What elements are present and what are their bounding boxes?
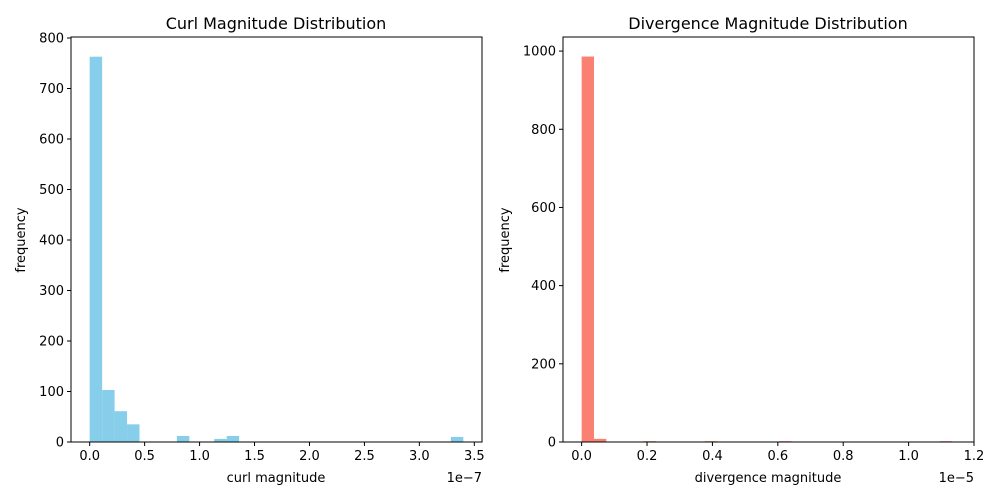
curl-x-tick-label: 3.5	[464, 449, 485, 464]
curl-bar	[214, 438, 227, 442]
curl-bar	[89, 56, 103, 442]
divergence-x-offset-text: 1e−5	[939, 471, 974, 486]
divergence-y-tick-label: 400	[531, 279, 556, 294]
curl-x-axis-label: curl magnitude	[227, 471, 326, 486]
divergence-x-tick-label: 0.2	[637, 449, 658, 464]
curl-x-tick-label: 2.5	[354, 449, 375, 464]
curl-bar	[226, 435, 240, 442]
curl-x-offset-text: 1e−7	[447, 471, 482, 486]
divergence-y-tick-label: 600	[531, 201, 556, 216]
curl-axes-frame	[70, 36, 483, 443]
curl-x-tick-label: 1.0	[189, 449, 210, 464]
curl-y-tick-label: 200	[39, 335, 64, 350]
curl-x-tick-label: 0.5	[134, 449, 155, 464]
curl-x-tick-label: 3.0	[409, 449, 430, 464]
curl-y-tick-label: 400	[39, 234, 64, 249]
divergence-chart: Divergence Magnitude Distribution 0.0 0.2…	[498, 14, 984, 486]
curl-y-tick-label: 300	[39, 284, 64, 299]
divergence-y-axis-label: frequency	[498, 207, 513, 273]
curl-y-axis-label: frequency	[14, 207, 29, 273]
curl-plot-area: 0.0 0.5 1.0 1.5 2.0 2.5 3.0 3.5 0 100 200 300 400 500…	[39, 32, 484, 464]
divergence-chart-title: Divergence Magnitude Distribution	[628, 14, 907, 33]
divergence-x-tick-label: 0.6	[767, 449, 788, 464]
curl-y-tick-label: 700	[39, 82, 64, 97]
divergence-plot-area: 0.0 0.2 0.4 0.6 0.8 1.0 1.2 0 200 400 600 800 1000	[523, 36, 985, 464]
divergence-x-axis-label: divergence magnitude	[695, 471, 842, 486]
curl-bar	[114, 411, 128, 442]
divergence-y-tick-label: 0	[548, 436, 556, 451]
curl-y-tick-label: 800	[39, 32, 64, 47]
curl-bar	[176, 435, 190, 442]
curl-x-tick-label: 1.5	[244, 449, 265, 464]
divergence-x-tick-label: 0.4	[702, 449, 723, 464]
divergence-y-tick-label: 200	[531, 357, 556, 372]
curl-y-tick-label: 600	[39, 133, 64, 148]
curl-bar	[127, 424, 140, 442]
divergence-axes-frame	[562, 36, 975, 443]
curl-chart: Curl Magnitude Distribution 0.0 0.5 1.0 1.5…	[14, 14, 485, 486]
curl-bar	[450, 436, 464, 442]
curl-chart-title: Curl Magnitude Distribution	[166, 14, 387, 33]
divergence-x-tick-label: 0.8	[833, 449, 854, 464]
curl-y-tick-label: 0	[56, 436, 64, 451]
divergence-y-tick-label: 800	[531, 123, 556, 138]
divergence-bar	[581, 56, 594, 443]
curl-y-tick-label: 100	[39, 385, 64, 400]
curl-x-tick-label: 0.0	[79, 449, 100, 464]
curl-bar	[102, 389, 115, 442]
divergence-bar	[593, 438, 607, 442]
curl-x-tick-label: 2.0	[299, 449, 320, 464]
divergence-y-tick-label: 1000	[523, 45, 556, 60]
divergence-x-tick-label: 0.0	[571, 449, 592, 464]
curl-y-tick-label: 500	[39, 183, 64, 198]
divergence-x-tick-label: 1.2	[964, 449, 985, 464]
divergence-x-tick-label: 1.0	[898, 449, 919, 464]
